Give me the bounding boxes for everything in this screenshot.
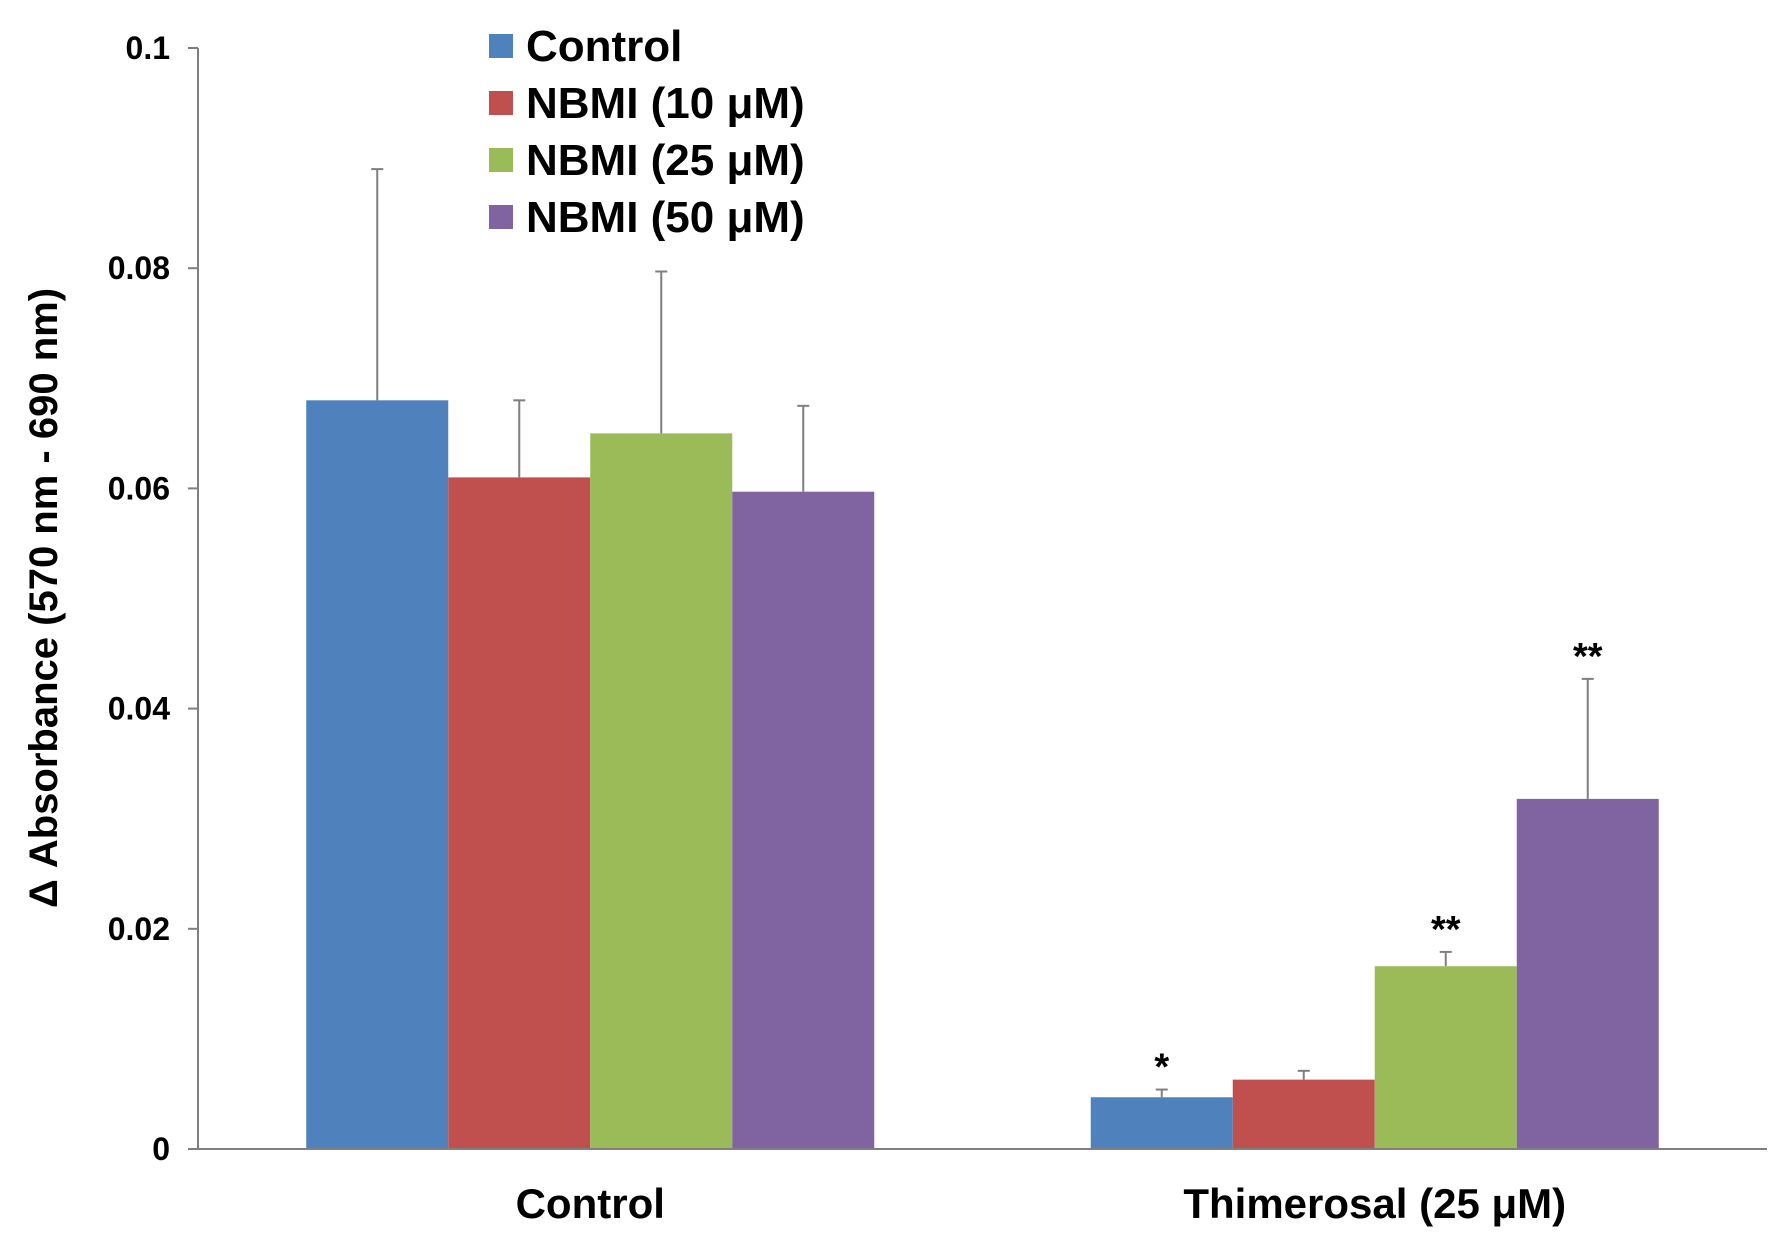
error-bars-layer	[371, 168, 1594, 1098]
legend: Control NBMI (10 μM) NBMI (25 μM) NBMI (50 …	[489, 22, 805, 242]
axes-layer	[197, 48, 1767, 1150]
bar-1-2	[1090, 1097, 1233, 1149]
legend-label-4: NBMI (50 μM)	[526, 193, 805, 242]
significance-layer: *****	[1154, 636, 1602, 1089]
y-tick-label-4: 0.08	[108, 250, 170, 286]
legend-label-2: NBMI (10 μM)	[526, 79, 805, 128]
bar-3-1	[590, 433, 733, 1150]
y-ticks-layer: 0 0.02 0.04 0.06 0.08 0.1	[108, 30, 198, 1167]
bar-4-2	[1516, 798, 1659, 1149]
legend-swatch-3	[489, 148, 513, 172]
significance-marker-1-2: *	[1154, 1047, 1169, 1089]
y-tick-label-3: 0.06	[108, 470, 170, 506]
legend-swatch-4	[489, 205, 513, 229]
legend-label-3: NBMI (25 μM)	[526, 136, 805, 185]
bars-layer	[306, 400, 1659, 1150]
significance-marker-3-2: **	[1431, 909, 1461, 951]
y-tick-label-0: 0	[152, 1131, 170, 1167]
legend-label-1: Control	[526, 22, 682, 71]
legend-swatch-2	[489, 91, 513, 115]
legend-swatch-1	[489, 34, 513, 58]
bar-2-1	[448, 477, 591, 1149]
bar-3-2	[1374, 966, 1517, 1149]
y-axis-title: Δ Absorbance (570 nm - 690 nm)	[22, 288, 66, 908]
bar-2-2	[1232, 1079, 1375, 1149]
y-tick-label-1: 0.02	[108, 911, 170, 947]
x-category-label-2: Thimerosal (25 μM)	[1183, 1180, 1566, 1227]
y-tick-label-5: 0.1	[126, 30, 170, 66]
x-categories-layer: Control Thimerosal (25 μM)	[516, 1180, 1567, 1227]
x-category-label-1: Control	[516, 1180, 665, 1227]
bar-1-1	[306, 400, 449, 1149]
y-tick-label-2: 0.04	[108, 691, 170, 727]
bar-4-1	[732, 491, 875, 1149]
significance-marker-4-2: **	[1573, 636, 1603, 678]
